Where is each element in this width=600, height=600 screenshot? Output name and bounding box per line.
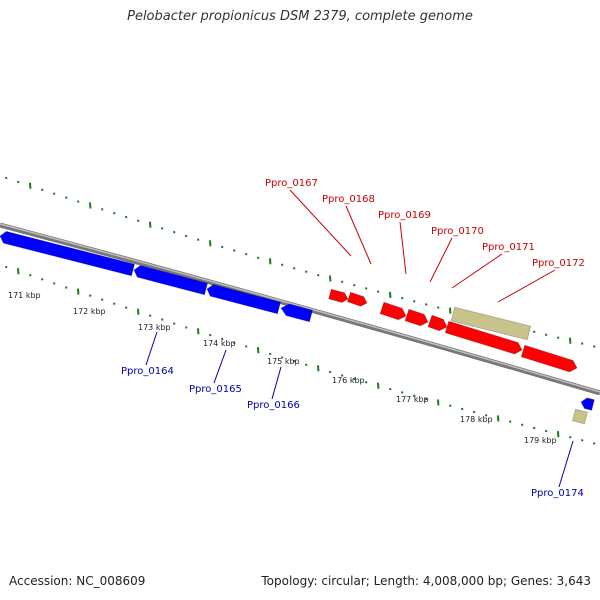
scale-label-172: 172 kbp <box>73 307 106 316</box>
gene-label-ppro-0170: Ppro_0170 <box>431 226 484 237</box>
scale-label-176: 176 kbp <box>332 376 365 385</box>
rna-feature-2 <box>572 408 588 425</box>
accession-text: Accession: NC_008609 <box>9 574 146 588</box>
gene-label-ppro-0174: Ppro_0174 <box>531 488 584 499</box>
gene-arrow-forward-ppro-0172 <box>444 320 523 355</box>
gene-arrow-reverse-ppro-0164 <box>133 265 208 296</box>
leader-line-reverse-2 <box>213 349 227 384</box>
gene-label-ppro-0166: Ppro_0166 <box>247 400 300 411</box>
leader-line-forward-6 <box>497 269 556 303</box>
gene-label-ppro-0165: Ppro_0165 <box>189 384 242 395</box>
leader-line-forward-4 <box>429 237 453 283</box>
leader-line-forward-5 <box>451 253 503 289</box>
gene-arrow-forward-ppro-0169 <box>379 301 407 321</box>
scale-label-171: 171 kbp <box>8 291 41 300</box>
gene-arrow-reverse-ppro-0165 <box>206 284 281 315</box>
gene-arrow-forward-ppro-0171 <box>427 314 448 332</box>
gene-features <box>0 230 595 425</box>
leader-line-forward-3 <box>399 221 407 275</box>
scale-label-174: 174 kbp <box>203 339 236 348</box>
gene-arrow-reverse-ppro-0166 <box>280 303 313 323</box>
leader-line-forward-1 <box>289 189 352 257</box>
gene-arrow-forward-7 <box>520 344 578 373</box>
scale-label-173: 173 kbp <box>138 323 171 332</box>
backbone-highlight <box>0 223 600 393</box>
genome-stats-text: Topology: circular; Length: 4,008,000 bp… <box>261 574 591 588</box>
map-title: Pelobacter propionicus DSM 2379, complet… <box>127 9 473 24</box>
leader-line-reverse-4 <box>558 440 574 488</box>
scale-label-175: 175 kbp <box>267 357 300 366</box>
gene-arrow-forward-ppro-0170 <box>404 308 429 327</box>
gene-label-ppro-0167: Ppro_0167 <box>265 178 318 189</box>
gene-arrow-forward-ppro-0168 <box>346 291 368 307</box>
scale-label-177: 177 kbp <box>396 395 429 404</box>
gene-arrow-reverse-ppro-0174 <box>580 397 595 411</box>
leader-line-reverse-3 <box>271 366 282 400</box>
scale-label-179: 179 kbp <box>524 436 557 445</box>
scale-ticks: 171 kbp 172 kbp 173 kbp 174 kbp 175 kbp 176 k… <box>5 176 596 445</box>
gene-label-ppro-0164: Ppro_0164 <box>121 366 174 377</box>
gene-label-ppro-0172: Ppro_0172 <box>532 258 585 269</box>
gene-label-ppro-0169: Ppro_0169 <box>378 210 431 221</box>
gene-arrow-reverse-1 <box>0 230 135 277</box>
gene-label-ppro-0171: Ppro_0171 <box>482 242 535 253</box>
rna-feature-1 <box>450 306 532 341</box>
gene-arrow-forward-ppro-0167 <box>328 288 349 303</box>
leader-line-forward-2 <box>345 205 372 265</box>
scale-label-178: 178 kbp <box>460 415 493 424</box>
gene-label-ppro-0168: Ppro_0168 <box>322 194 375 205</box>
leader-line-reverse-1 <box>145 331 158 366</box>
